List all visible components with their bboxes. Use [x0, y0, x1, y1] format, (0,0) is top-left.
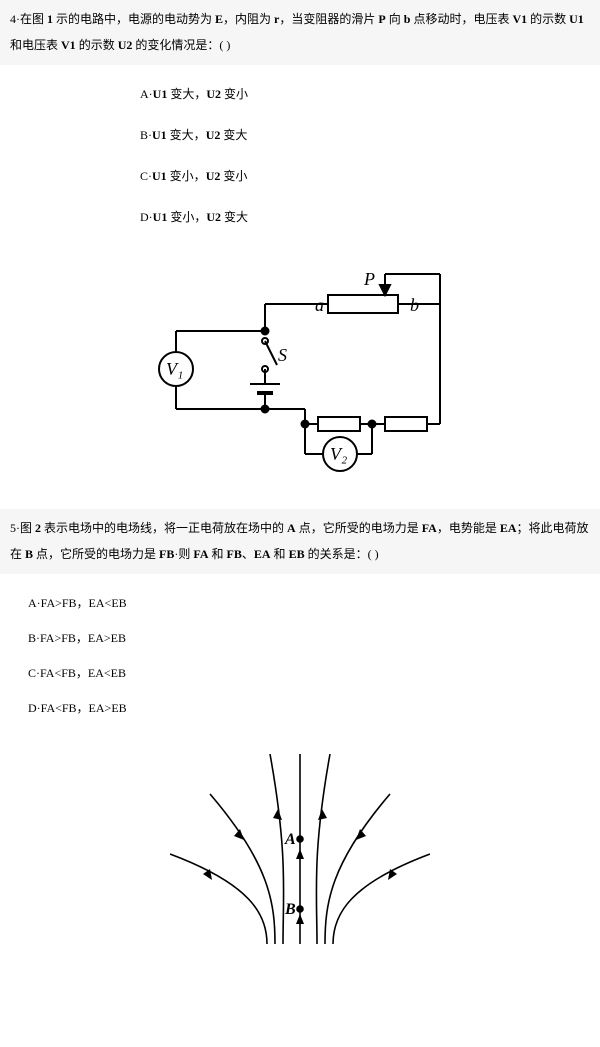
sym-FA2: FA	[193, 547, 208, 561]
option-B: B·U1 变大，U2 变大	[140, 126, 600, 143]
option-A: A·U1 变大，U2 变小	[140, 85, 600, 102]
u1: U1	[152, 128, 167, 142]
text: ，内阻为	[223, 12, 274, 26]
tail: 变小	[220, 169, 247, 183]
sym-V1b: V1	[61, 38, 76, 52]
mid: 变大，	[167, 87, 206, 101]
text: 和	[209, 547, 227, 561]
prefix: D·	[140, 210, 153, 224]
sym-FB2: FB	[227, 547, 242, 561]
svg-text:B: B	[284, 901, 296, 918]
text: 和	[271, 547, 289, 561]
sym-V1: V1	[512, 12, 527, 26]
u1: U1	[152, 169, 167, 183]
sym-EA: EA	[500, 521, 517, 535]
option-D: D·FA<FB，EA>EB	[28, 699, 600, 716]
u1: U1	[153, 210, 168, 224]
tail: 变大	[221, 210, 248, 224]
u2: U2	[206, 128, 221, 142]
prefix: C·	[140, 169, 152, 183]
sym-EB: EB	[289, 547, 305, 561]
q4-options: A·U1 变大，U2 变小 B·U1 变大，U2 变大 C·U1 变小，U2 变…	[0, 65, 600, 259]
q5-stem: 5·图 2 表示电场中的电场线，将一正电荷放在场中的 A 点，它所受的电场力是 …	[0, 509, 600, 574]
text: 的示数	[76, 38, 118, 52]
text: 的关系是：( )	[305, 547, 379, 561]
text: ，当变阻器的滑片	[279, 12, 378, 26]
prefix: A·	[140, 87, 153, 101]
circuit-diagram: P a b S V₁ V₂	[140, 269, 460, 479]
svg-text:P: P	[363, 269, 375, 289]
q4-stem: 4·在图 1 示的电路中，电源的电动势为 E，内阻为 r，当变阻器的滑片 P 向…	[0, 0, 600, 65]
tail: 变大	[220, 128, 247, 142]
text: 和电压表	[10, 38, 61, 52]
text: 5·图	[10, 521, 35, 535]
text: 、	[242, 547, 254, 561]
sym-U2: U2	[118, 38, 133, 52]
mid: 变小，	[167, 210, 206, 224]
text: 4·在图	[10, 12, 47, 26]
mid: 变小，	[167, 169, 206, 183]
svg-text:a: a	[315, 295, 324, 315]
sym-EA2: EA	[254, 547, 271, 561]
text: 向	[386, 12, 404, 26]
tail: 变小	[221, 87, 248, 101]
svg-text:V₁: V₁	[166, 359, 183, 379]
sym-FA: FA	[422, 521, 437, 535]
sym-B: B	[25, 547, 33, 561]
sym-U1: U1	[569, 12, 584, 26]
text: ·则	[174, 547, 193, 561]
u2: U2	[206, 169, 221, 183]
svg-text:V₂: V₂	[330, 444, 347, 464]
u2: U2	[206, 87, 221, 101]
option-A: A·FA>FB，EA<EB	[28, 594, 600, 611]
q5-options: A·FA>FB，EA<EB B·FA>FB，EA>EB C·FA<FB，EA<E…	[0, 574, 600, 744]
prefix: B·	[140, 128, 152, 142]
svg-text:b: b	[410, 295, 419, 315]
option-D: D·U1 变小，U2 变大	[140, 208, 600, 225]
u2: U2	[206, 210, 221, 224]
sym-FB: FB	[159, 547, 174, 561]
sym-P: P	[378, 12, 385, 26]
text: 的示数	[527, 12, 569, 26]
svg-text:S: S	[278, 345, 287, 365]
text: 示的电路中，电源的电动势为	[53, 12, 215, 26]
mid: 变大，	[167, 128, 206, 142]
text: 点，它所受的电场力是	[33, 547, 159, 561]
text: 的变化情况是：( )	[132, 38, 230, 52]
text: 表示电场中的电场线，将一正电荷放在场中的	[41, 521, 287, 535]
option-B: B·FA>FB，EA>EB	[28, 629, 600, 646]
option-C: C·FA<FB，EA<EB	[28, 664, 600, 681]
option-C: C·U1 变小，U2 变小	[140, 167, 600, 184]
sym-E: E	[215, 12, 223, 26]
svg-text:A: A	[284, 831, 296, 848]
text: 点，它所受的电场力是	[296, 521, 422, 535]
sym-A: A	[287, 521, 296, 535]
field-diagram: A B	[170, 754, 430, 944]
text: ，电势能是	[437, 521, 500, 535]
text: 点移动时，电压表	[410, 12, 512, 26]
u1: U1	[153, 87, 168, 101]
